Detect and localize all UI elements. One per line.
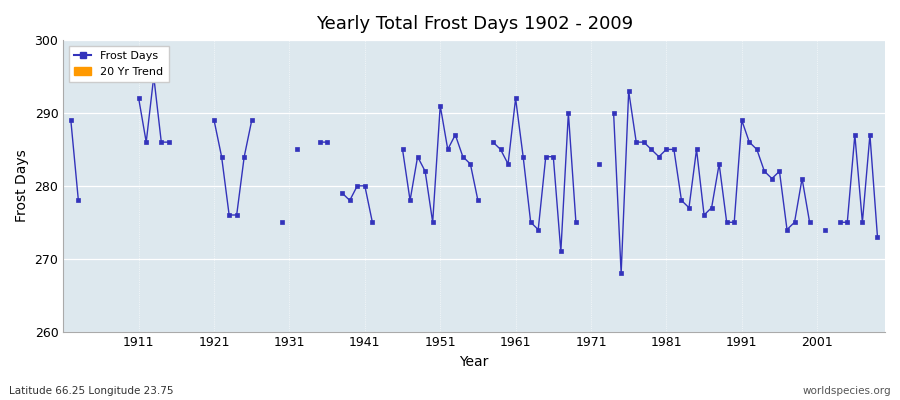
Text: Latitude 66.25 Longitude 23.75: Latitude 66.25 Longitude 23.75 bbox=[9, 386, 174, 396]
Text: worldspecies.org: worldspecies.org bbox=[803, 386, 891, 396]
Y-axis label: Frost Days: Frost Days bbox=[15, 150, 29, 222]
Title: Yearly Total Frost Days 1902 - 2009: Yearly Total Frost Days 1902 - 2009 bbox=[316, 15, 633, 33]
X-axis label: Year: Year bbox=[460, 355, 489, 369]
Legend: Frost Days, 20 Yr Trend: Frost Days, 20 Yr Trend bbox=[68, 46, 168, 82]
